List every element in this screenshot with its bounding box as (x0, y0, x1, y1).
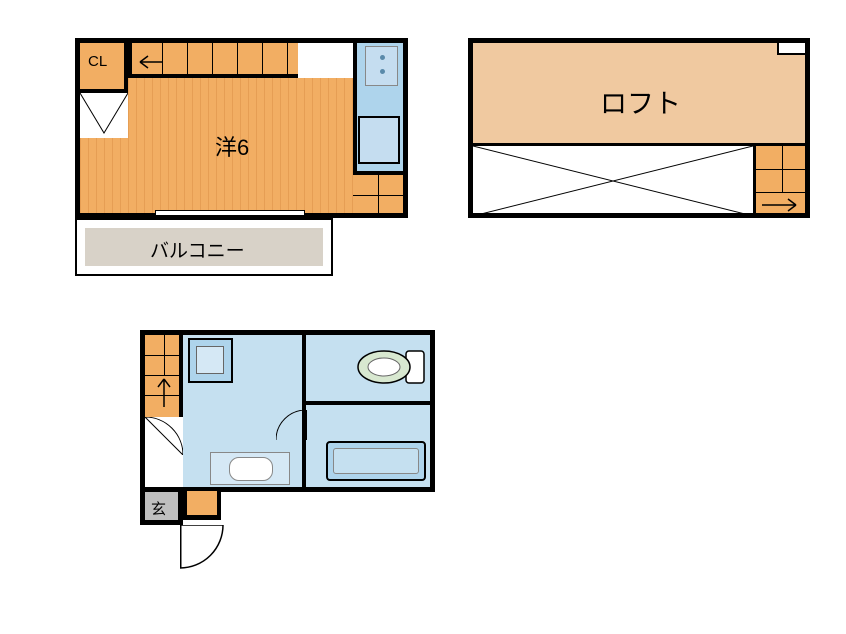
stair-door-arc (145, 417, 183, 455)
lower-floor (140, 330, 435, 525)
room-label: 洋6 (215, 130, 249, 162)
lower-stairs (145, 335, 183, 417)
sliding-door (155, 210, 305, 216)
sink (358, 116, 400, 164)
closet-label: CL (88, 53, 107, 70)
lower-storage (183, 487, 221, 520)
cooktop (365, 46, 398, 86)
loft-label: ロフト (600, 82, 681, 121)
toilet-area (302, 335, 430, 405)
bathroom (302, 405, 430, 487)
upper-floor (75, 38, 408, 218)
bathtub (326, 441, 426, 481)
toilet-icon (346, 343, 426, 393)
wood-floor-left (80, 138, 128, 213)
genkan-label: 玄 (151, 498, 166, 519)
upper-right-stairs (353, 171, 403, 213)
loft (468, 38, 810, 218)
bath-door (276, 410, 311, 445)
loft-stairs (753, 143, 805, 213)
washing-machine (188, 338, 233, 383)
upper-stairs (128, 43, 298, 78)
loft-notch (777, 43, 805, 55)
balcony-label: バルコニー (150, 236, 245, 263)
entrance-door-arc (180, 525, 228, 573)
closet-door-arc (80, 93, 128, 138)
vanity (210, 452, 290, 485)
loft-lower-x (473, 143, 753, 213)
